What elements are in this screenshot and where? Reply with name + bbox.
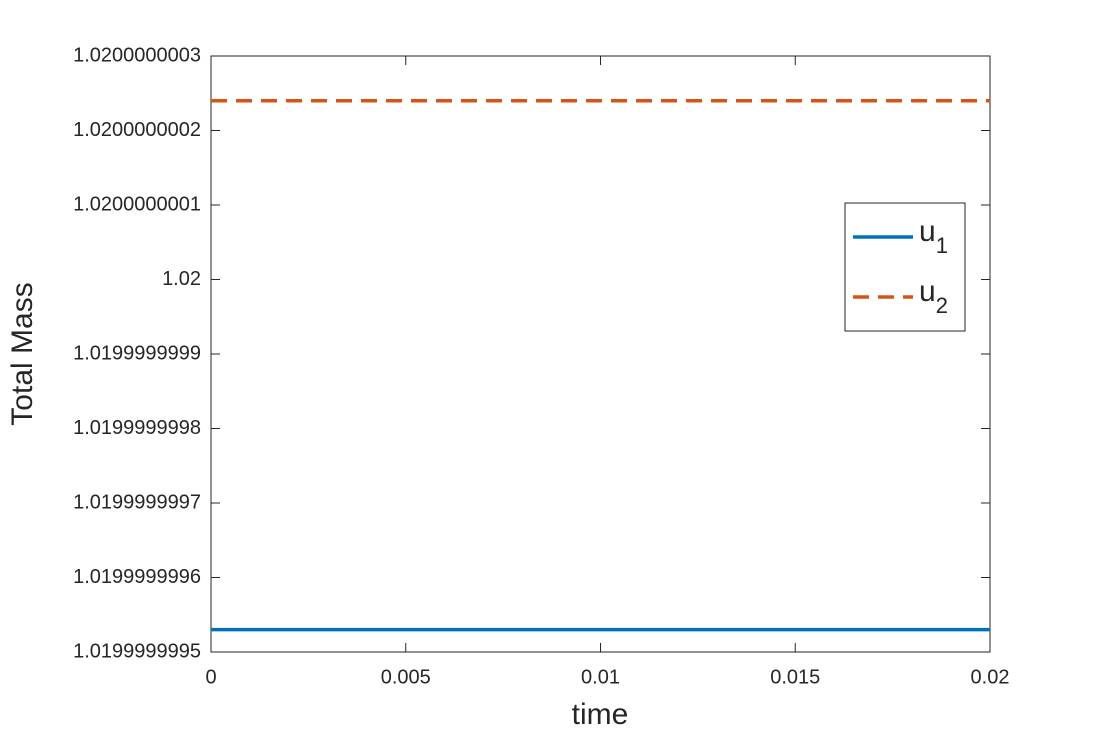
- x-tick-label: 0.015: [770, 666, 820, 688]
- legend-label: u2: [919, 275, 948, 318]
- y-tick-label: 1.0199999997: [73, 491, 201, 513]
- y-tick-label: 1.0200000003: [73, 44, 201, 66]
- y-tick-label: 1.0200000001: [73, 193, 201, 215]
- x-axis-label: time: [572, 698, 629, 731]
- y-tick-label: 1.0199999995: [73, 640, 201, 662]
- y-tick-label: 1.0199999998: [73, 417, 201, 439]
- y-tick-label: 1.0200000002: [73, 119, 201, 141]
- legend-box: [844, 202, 966, 332]
- y-tick-label: 1.0199999999: [73, 342, 201, 364]
- x-tick-label: 0.02: [971, 666, 1010, 688]
- y-tick-label: 1.02: [162, 268, 201, 290]
- y-tick-label: 1.0199999996: [73, 566, 201, 588]
- x-tick-label: 0: [205, 666, 216, 688]
- y-axis-label: Total Mass: [6, 282, 39, 425]
- plot-box: [210, 55, 991, 653]
- legend-label: u1: [919, 215, 948, 258]
- x-tick-label: 0.005: [381, 666, 431, 688]
- x-tick-label: 0.01: [581, 666, 620, 688]
